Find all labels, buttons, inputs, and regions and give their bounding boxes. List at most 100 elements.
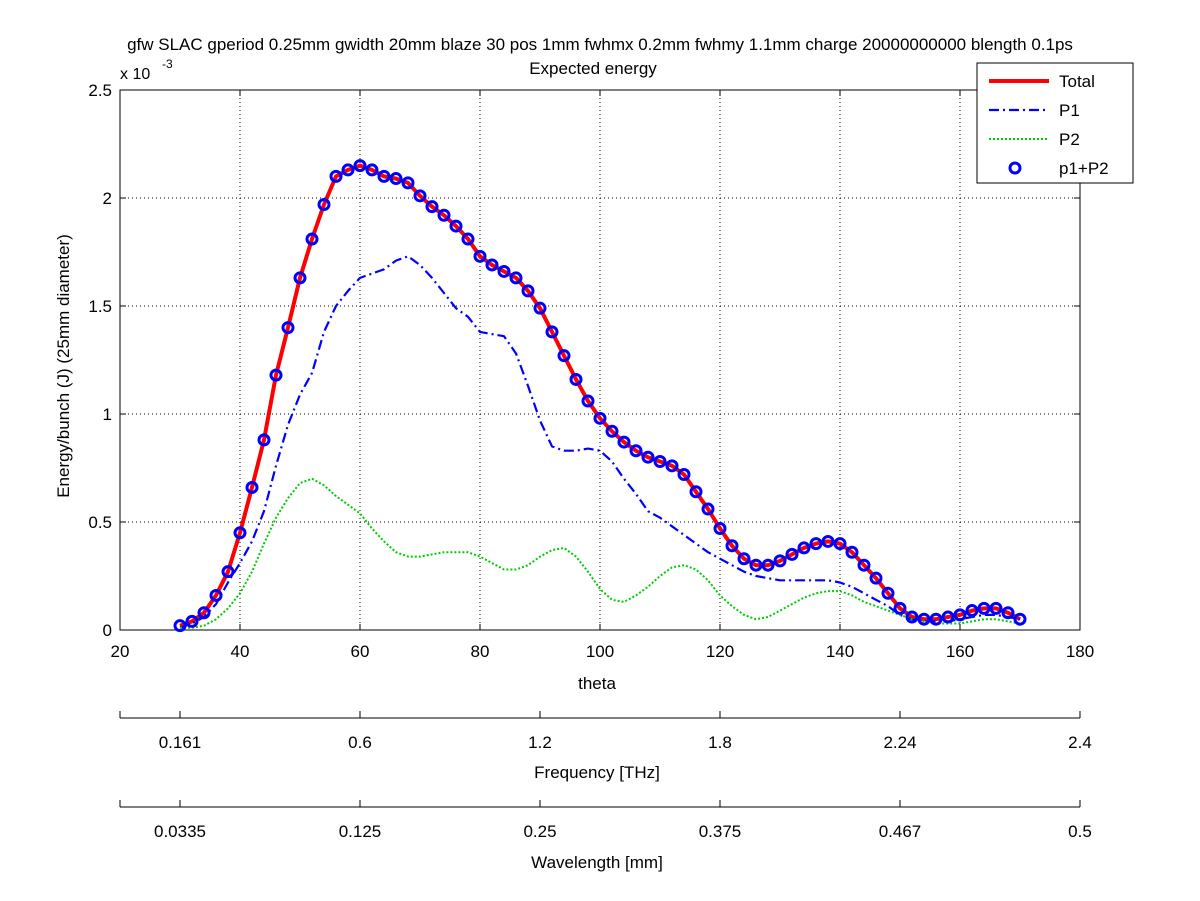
- data-point-marker: [221, 565, 235, 579]
- secondary-tick-label: 0.125: [339, 822, 382, 841]
- y-tick-label: 1: [103, 405, 112, 424]
- data-point-marker: [557, 349, 571, 363]
- data-point-marker: [365, 163, 379, 177]
- data-point-marker: [833, 537, 847, 551]
- y-tick-label: 0.5: [88, 513, 112, 532]
- secondary-tick-label: 0.0335: [154, 822, 206, 841]
- y-tick-label: 1.5: [88, 297, 112, 316]
- data-point-marker: [917, 612, 931, 626]
- data-point-marker: [749, 558, 763, 572]
- series-p1-p2-markers: [173, 159, 1027, 633]
- legend-label-p2: P2: [1059, 130, 1080, 149]
- data-point-marker: [797, 541, 811, 555]
- data-point-marker: [737, 552, 751, 566]
- x-tick-label: 160: [946, 642, 974, 661]
- secondary-tick-label: 1.2: [528, 733, 552, 752]
- x-axis-label: theta: [578, 674, 616, 693]
- data-point-marker: [653, 455, 667, 469]
- data-point-marker: [317, 197, 331, 211]
- data-point-marker: [569, 372, 583, 386]
- secondary-tick-label: 2.24: [883, 733, 916, 752]
- x-tick-label: 60: [351, 642, 370, 661]
- series-layer: [173, 159, 1027, 633]
- secondary-tick-label: 0.6: [348, 733, 372, 752]
- data-point-marker: [881, 586, 895, 600]
- data-point-marker: [353, 159, 367, 173]
- data-point-marker: [641, 450, 655, 464]
- data-point-marker: [785, 547, 799, 561]
- data-point-marker: [485, 258, 499, 272]
- y-scale-factor: x 10 -3: [120, 57, 173, 83]
- series-p2-line: [180, 477, 1021, 629]
- data-point-marker: [893, 601, 907, 615]
- legend: Total P1 P2 p1+P2: [976, 62, 1134, 184]
- data-point-marker: [389, 172, 403, 186]
- data-point-marker: [965, 604, 979, 618]
- x-tick-label: 180: [1066, 642, 1094, 661]
- secondary-tick-label: 0.467: [879, 822, 922, 841]
- data-point-marker: [725, 539, 739, 553]
- data-point-marker: [341, 163, 355, 177]
- data-point-marker: [281, 321, 295, 335]
- chart-subtitle: Expected energy: [529, 59, 657, 78]
- data-point-marker: [869, 571, 883, 585]
- data-point-marker: [857, 558, 871, 572]
- data-point-marker: [197, 606, 211, 620]
- data-point-marker: [929, 612, 943, 626]
- series-p1-line: [179, 255, 1021, 629]
- data-point-marker: [173, 619, 187, 633]
- data-point-marker: [521, 284, 535, 298]
- data-point-marker: [533, 301, 547, 315]
- y-tick-label: 2.5: [88, 81, 112, 100]
- frequency-axis: Frequency [THz] 0.161 0.6 1.2 1.8 2.24 2.4: [119, 711, 1092, 782]
- data-point-marker: [545, 325, 559, 339]
- data-point-marker: [293, 271, 307, 285]
- frequency-axis-label: Frequency [THz]: [534, 763, 660, 782]
- data-point-marker: [581, 394, 595, 408]
- data-point-marker: [629, 444, 643, 458]
- data-point-marker: [209, 588, 223, 602]
- data-point-marker: [941, 610, 955, 624]
- data-point-marker: [413, 189, 427, 203]
- data-point-marker: [665, 459, 679, 473]
- y-axis-label: Energy/bunch (J) (25mm diameter): [54, 234, 73, 498]
- secondary-tick-label: 0.161: [159, 733, 202, 752]
- legend-label-total: Total: [1059, 72, 1095, 91]
- data-point-marker: [677, 467, 691, 481]
- data-point-marker: [257, 433, 271, 447]
- data-point-marker: [809, 537, 823, 551]
- data-point-marker: [821, 534, 835, 548]
- data-point-marker: [977, 601, 991, 615]
- x-tick-label: 120: [706, 642, 734, 661]
- data-point-marker: [989, 601, 1003, 615]
- data-point-marker: [713, 521, 727, 535]
- data-point-marker: [401, 176, 415, 190]
- data-point-marker: [305, 232, 319, 246]
- legend-swatch-p1-p2: [1008, 161, 1022, 175]
- data-point-marker: [953, 608, 967, 622]
- data-point-marker: [509, 271, 523, 285]
- secondary-tick-label: 1.8: [708, 733, 732, 752]
- x-tick-label: 100: [586, 642, 614, 661]
- y-tick-label: 2: [103, 189, 112, 208]
- data-point-marker: [1001, 606, 1015, 620]
- secondary-tick-label: 0.375: [699, 822, 742, 841]
- data-point-marker: [761, 558, 775, 572]
- x-tick-label: 80: [471, 642, 490, 661]
- legend-label-p1-p2: p1+P2: [1059, 159, 1109, 178]
- data-point-marker: [449, 219, 463, 233]
- data-point-marker: [1013, 612, 1027, 626]
- data-point-marker: [593, 411, 607, 425]
- data-point-marker: [617, 435, 631, 449]
- x-tick-label: 40: [231, 642, 250, 661]
- y-tick-label: 0: [103, 621, 112, 640]
- x-tick-label: 140: [826, 642, 854, 661]
- x-tick-label: 20: [111, 642, 130, 661]
- plot-area: 20 40 60 80 100 120 140 160 180 0 0.5 1 1.5 2 2.5: [88, 81, 1094, 661]
- data-point-marker: [845, 545, 859, 559]
- data-point-marker: [773, 554, 787, 568]
- y-scale-factor-base: x 10: [120, 66, 150, 83]
- data-point-marker: [245, 480, 259, 494]
- secondary-tick-label: 0.25: [523, 822, 556, 841]
